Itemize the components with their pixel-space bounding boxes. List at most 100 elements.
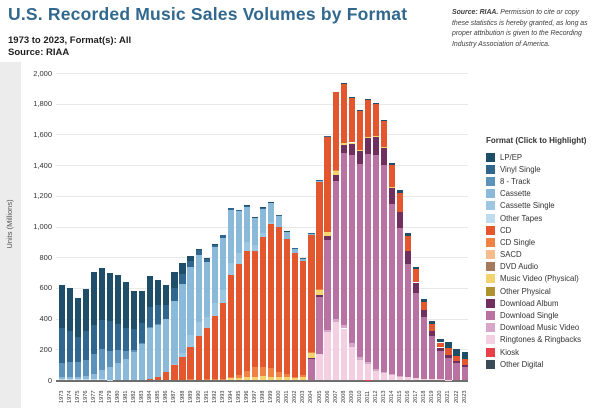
bar-segment-1994[interactable]	[227, 376, 234, 379]
bar-segment-1997[interactable]	[251, 377, 259, 380]
bar-segment-2002[interactable]	[292, 377, 299, 380]
bar-segment-1997[interactable]	[251, 218, 259, 245]
bar-segment-1989[interactable]	[187, 378, 194, 380]
bar-segment-2016[interactable]	[405, 235, 412, 251]
bar-segment-1980[interactable]	[114, 349, 122, 363]
bar-segment-2000[interactable]	[276, 214, 283, 216]
bar-segment-2000[interactable]	[276, 215, 283, 228]
bar-segment-1998[interactable]	[260, 233, 267, 238]
bar-segment-1976[interactable]	[82, 376, 89, 380]
bar-segment-1984[interactable]	[147, 307, 154, 328]
bar-segment-1998[interactable]	[260, 208, 267, 234]
bar-segment-1996[interactable]	[243, 207, 251, 242]
bar-segment-1986[interactable]	[163, 285, 170, 305]
bar-segment-1994[interactable]	[227, 207, 234, 210]
bar-segment-1997[interactable]	[251, 244, 259, 252]
bar-segment-1994[interactable]	[227, 275, 234, 377]
bar-segment-1993[interactable]	[219, 378, 226, 380]
bar-segment-1994[interactable]	[227, 209, 234, 263]
bar-segment-1975[interactable]	[74, 362, 81, 377]
bar-segment-1999[interactable]	[268, 203, 275, 223]
bar-segment-1989[interactable]	[187, 335, 194, 347]
bar-segment-2003[interactable]	[300, 258, 307, 261]
bar-segment-1988[interactable]	[179, 284, 186, 354]
bar-segment-2010[interactable]	[356, 109, 363, 111]
bar-segment-2023[interactable]	[461, 366, 468, 380]
bar-segment-2004[interactable]	[308, 357, 315, 359]
bar-segment-2021[interactable]	[445, 355, 452, 359]
bar-segment-2000[interactable]	[276, 371, 283, 378]
bar-segment-2007[interactable]	[332, 91, 339, 171]
bar-segment-1985[interactable]	[155, 279, 162, 306]
bar-segment-2016[interactable]	[405, 264, 412, 378]
bar-segment-1978[interactable]	[98, 349, 105, 370]
bar-segment-1991[interactable]	[203, 379, 210, 380]
bar-segment-1978[interactable]	[98, 379, 105, 380]
bar-segment-2002[interactable]	[292, 376, 299, 378]
bar-segment-2017[interactable]	[413, 282, 420, 293]
bar-segment-1989[interactable]	[187, 266, 194, 336]
bar-segment-1992[interactable]	[211, 378, 218, 380]
bar-segment-2018[interactable]	[421, 378, 428, 380]
bar-segment-1984[interactable]	[147, 275, 154, 308]
bar-segment-1995[interactable]	[235, 211, 242, 253]
bar-segment-2001[interactable]	[284, 231, 291, 233]
legend-item-other-digital[interactable]: Other Digital	[486, 358, 598, 370]
bar-segment-1988[interactable]	[179, 356, 186, 380]
bar-segment-1995[interactable]	[235, 374, 242, 379]
bar-segment-2010[interactable]	[356, 110, 363, 150]
bar-segment-2008[interactable]	[340, 153, 347, 326]
bar-segment-2021[interactable]	[445, 358, 452, 380]
bar-segment-2004[interactable]	[308, 352, 315, 358]
bar-segment-2005[interactable]	[316, 353, 323, 380]
bar-segment-1974[interactable]	[66, 288, 73, 331]
bar-segment-1997[interactable]	[251, 251, 259, 367]
bar-segment-1984[interactable]	[147, 328, 154, 380]
bar-segment-1995[interactable]	[235, 378, 242, 380]
bar-segment-1990[interactable]	[195, 250, 202, 255]
legend-swatch-icon[interactable]	[486, 201, 495, 211]
bar-segment-2015[interactable]	[397, 190, 404, 193]
bar-segment-1995[interactable]	[235, 252, 242, 264]
bar-segment-2008[interactable]	[340, 83, 347, 143]
bar-segment-1990[interactable]	[195, 322, 202, 336]
bar-segment-1986[interactable]	[163, 318, 170, 372]
bar-segment-2015[interactable]	[397, 211, 404, 228]
bar-segment-1994[interactable]	[227, 378, 234, 380]
bar-segment-1993[interactable]	[219, 237, 226, 290]
legend-swatch-icon[interactable]	[486, 250, 495, 260]
bar-segment-1982[interactable]	[131, 351, 138, 380]
bar-segment-2013[interactable]	[380, 119, 388, 122]
bar-segment-2015[interactable]	[397, 192, 404, 212]
bar-segment-2008[interactable]	[340, 142, 347, 145]
bar-segment-1978[interactable]	[98, 320, 105, 350]
bar-segment-1999[interactable]	[268, 202, 275, 204]
bar-segment-2017[interactable]	[413, 292, 420, 378]
bar-segment-1988[interactable]	[179, 263, 186, 275]
bar-segment-2014[interactable]	[388, 374, 396, 375]
bar-segment-1979[interactable]	[106, 351, 114, 368]
bar-segment-1981[interactable]	[122, 327, 130, 352]
bar-segment-1994[interactable]	[227, 262, 234, 276]
bar-segment-2015[interactable]	[397, 376, 404, 380]
bar-segment-2022[interactable]	[453, 355, 460, 361]
bar-segment-1976[interactable]	[82, 359, 89, 377]
bar-segment-1998[interactable]	[260, 207, 267, 208]
bar-segment-1983[interactable]	[139, 323, 146, 343]
bar-segment-2009[interactable]	[348, 97, 355, 143]
bar-segment-2022[interactable]	[453, 349, 460, 356]
bar-segment-2003[interactable]	[300, 376, 307, 380]
bar-segment-1973[interactable]	[58, 376, 65, 380]
bar-segment-1995[interactable]	[235, 263, 242, 375]
bar-segment-1996[interactable]	[243, 370, 251, 378]
bar-segment-1980[interactable]	[114, 274, 122, 325]
bar-segment-2002[interactable]	[292, 248, 299, 254]
bar-segment-2013[interactable]	[380, 371, 388, 374]
bar-segment-2011[interactable]	[364, 98, 371, 100]
bar-segment-2016[interactable]	[405, 232, 412, 236]
bar-segment-2006[interactable]	[324, 331, 331, 380]
legend-item-lp-ep[interactable]: LP/EP	[486, 151, 598, 163]
legend-item-other-tapes[interactable]: Other Tapes	[486, 212, 598, 224]
legend-item-dvd-audio[interactable]: DVD Audio	[486, 261, 598, 273]
bar-segment-1998[interactable]	[260, 367, 267, 376]
